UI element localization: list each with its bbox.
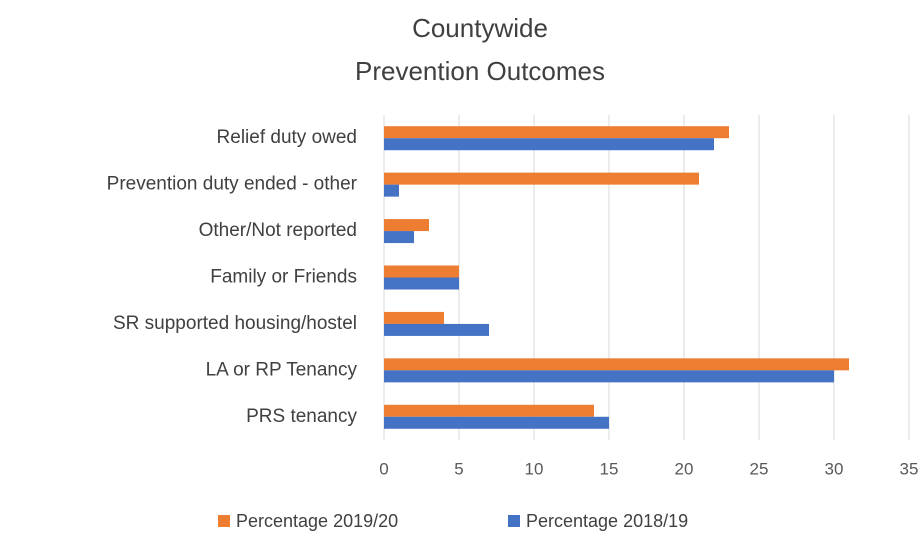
x-tick-label: 20 (675, 459, 694, 478)
bar (384, 323, 489, 336)
bar (384, 126, 729, 139)
y-tick-label: SR supported housing/hostel (113, 313, 357, 334)
legend-label: Percentage 2018/19 (526, 511, 688, 531)
bar (384, 277, 459, 290)
bar (384, 231, 414, 244)
x-tick-label: 10 (525, 459, 544, 478)
bar (384, 184, 399, 197)
y-tick-label: LA or RP Tenancy (206, 359, 358, 380)
bar (384, 138, 714, 151)
bar (384, 358, 849, 371)
legend-swatch (218, 515, 230, 527)
chart-title: Prevention Outcomes (355, 56, 605, 86)
y-tick-label: Relief duty owed (217, 127, 357, 148)
bar (384, 172, 699, 185)
bar (384, 265, 459, 278)
legend-swatch (508, 515, 520, 527)
bar (384, 219, 429, 232)
x-tick-label: 0 (379, 459, 388, 478)
y-tick-label: Prevention duty ended - other (107, 174, 358, 195)
bar (384, 311, 444, 324)
bar (384, 416, 609, 429)
legend-label: Percentage 2019/20 (236, 511, 398, 531)
bar (384, 404, 594, 417)
x-tick-label: 25 (750, 459, 769, 478)
chart-title: Countywide (412, 13, 548, 43)
bar (384, 370, 834, 383)
x-tick-label: 15 (600, 459, 619, 478)
x-tick-label: 5 (454, 459, 463, 478)
x-tick-label: 30 (825, 459, 844, 478)
y-tick-label: PRS tenancy (246, 406, 357, 427)
y-tick-label: Family or Friends (210, 267, 357, 288)
x-tick-label: 35 (900, 459, 919, 478)
y-tick-label: Other/Not reported (199, 220, 357, 241)
